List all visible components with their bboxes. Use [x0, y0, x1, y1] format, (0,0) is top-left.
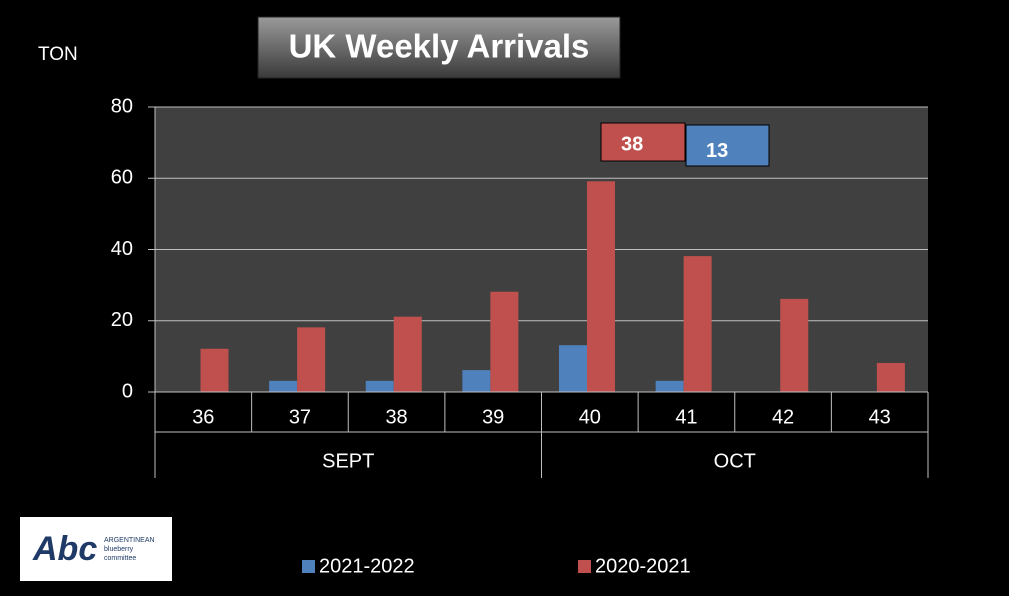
bar: [297, 327, 326, 393]
logo-text: ARGENTINEAN: [104, 537, 155, 544]
bar: [876, 363, 905, 393]
bar: [200, 348, 229, 393]
bar: [365, 380, 394, 393]
bar: [559, 345, 587, 393]
legend-label: 2021-2022: [319, 555, 415, 577]
x-tick-label: 41: [675, 406, 697, 428]
title-box: [257, 16, 621, 79]
bar: [462, 370, 491, 393]
legend-swatch: [302, 560, 315, 573]
x-tick-label: 38: [385, 406, 407, 428]
bar: [393, 316, 422, 393]
x-tick-label: 40: [579, 406, 601, 428]
bar: [269, 380, 298, 393]
x-group-label: SEPT: [322, 450, 374, 472]
annotation-box: [685, 124, 770, 167]
x-tick-label: 37: [289, 406, 311, 428]
x-tick-label: 36: [192, 406, 214, 428]
y-tick-label: 20: [111, 309, 133, 331]
y-tick-label: 60: [111, 167, 133, 189]
y-tick-label: 80: [111, 95, 133, 117]
logo-box: [20, 517, 172, 581]
bar: [587, 181, 615, 393]
annotation-box: [600, 122, 686, 162]
bar: [655, 380, 684, 393]
legend-swatch: [578, 560, 591, 573]
x-group-label: OCT: [714, 450, 756, 472]
logo-text: committee: [104, 555, 136, 562]
x-tick-label: 43: [869, 406, 891, 428]
bar: [780, 298, 809, 393]
annotation-text: 13: [706, 140, 728, 162]
legend-label: 2020-2021: [595, 555, 691, 577]
bar: [490, 291, 519, 393]
y-tick-label: 40: [111, 238, 133, 260]
bar: [683, 256, 712, 393]
chart-title: UK Weekly Arrivals: [289, 28, 590, 65]
y-tick-label: 0: [122, 380, 133, 402]
y-axis-label: TON: [38, 44, 78, 65]
logo-text: blueberry: [104, 546, 134, 553]
annotation-text: 38: [621, 133, 643, 155]
x-tick-label: 39: [482, 406, 504, 428]
x-tick-label: 42: [772, 406, 794, 428]
logo-mark: Abc: [32, 530, 97, 568]
